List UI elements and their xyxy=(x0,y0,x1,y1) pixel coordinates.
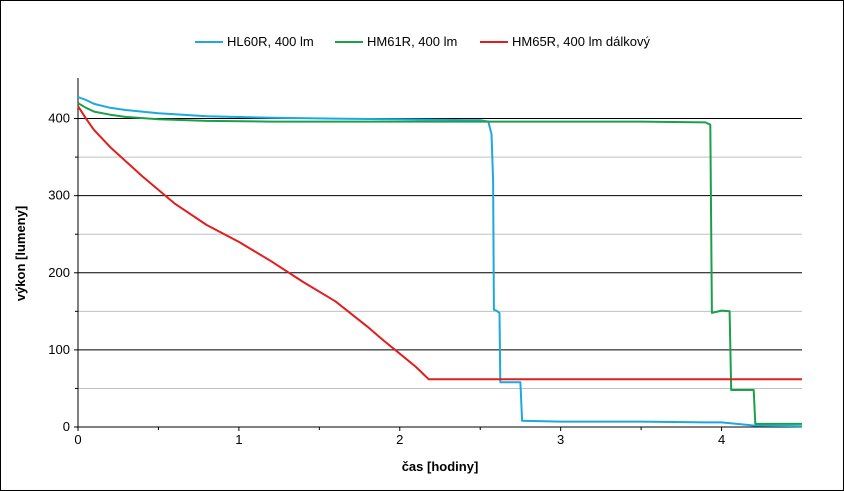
series-line-1 xyxy=(77,96,803,428)
x-tick-label: 4 xyxy=(718,432,725,447)
series-lines xyxy=(77,96,803,428)
x-axis-title: čas [hodiny] xyxy=(402,459,479,474)
legend-label-2: HM61R, 400 lm xyxy=(367,34,457,49)
y-tick-label: 0 xyxy=(63,419,70,434)
x-tick-label: 0 xyxy=(74,432,81,447)
legend-label-3: HM65R, 400 lm dálkový xyxy=(512,34,650,49)
series-line-2 xyxy=(77,102,802,425)
x-tick-label: 2 xyxy=(396,432,403,447)
series-line-3 xyxy=(77,105,802,381)
grid-lines xyxy=(78,118,802,389)
x-tick-label: 1 xyxy=(235,432,242,447)
axes: 0 100 200 300 400 0 1 2 3 4 xyxy=(48,78,802,447)
y-tick-label: 100 xyxy=(48,342,70,357)
x-tick-label: 3 xyxy=(557,432,564,447)
legend-label-1: HL60R, 400 lm xyxy=(227,34,314,49)
y-axis-title: výkon [lumeny] xyxy=(13,206,28,301)
legend: HL60R, 400 lm HM61R, 400 lm HM65R, 400 lm … xyxy=(195,34,650,49)
y-tick-label: 400 xyxy=(48,111,70,126)
y-tick-label: 300 xyxy=(48,188,70,203)
y-tick-label: 200 xyxy=(48,265,70,280)
